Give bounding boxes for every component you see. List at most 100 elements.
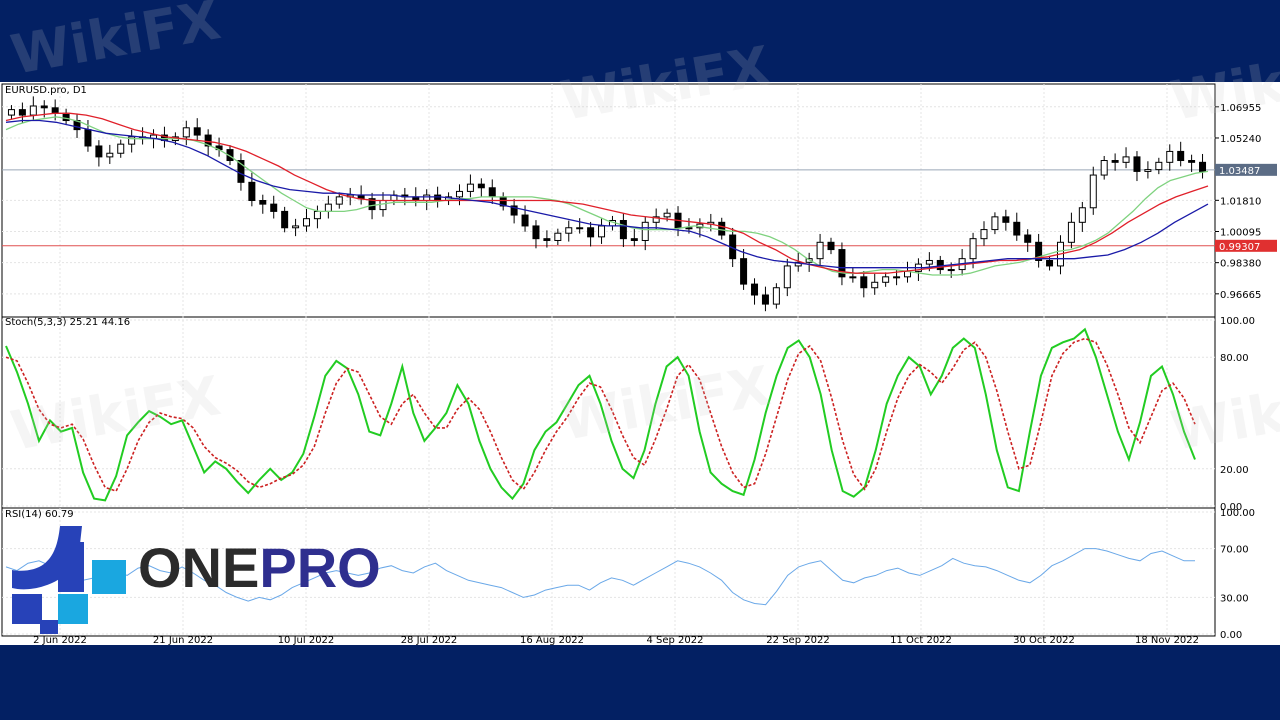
candle xyxy=(565,227,573,234)
candle xyxy=(1188,160,1196,163)
y-tick-label: 0.96665 xyxy=(1220,290,1261,301)
y-tick-label: 100.00 xyxy=(1220,316,1255,327)
y-tick-label: 80.00 xyxy=(1220,353,1249,364)
candle xyxy=(685,227,693,230)
current-price-label: 1.03487 xyxy=(1219,166,1260,177)
x-tick-label: 21 Jun 2022 xyxy=(153,635,213,645)
candle xyxy=(313,210,321,220)
candle xyxy=(816,241,824,260)
stoch-main-line xyxy=(5,327,1196,502)
candle xyxy=(543,238,551,241)
candle xyxy=(1155,161,1163,171)
candle xyxy=(980,229,988,240)
candle xyxy=(29,105,37,116)
candle xyxy=(193,127,201,136)
current-price-box xyxy=(1215,163,1277,176)
candle xyxy=(751,283,759,296)
candle xyxy=(794,261,802,267)
candle xyxy=(969,238,977,260)
candle xyxy=(893,276,901,279)
candle xyxy=(7,109,15,116)
rsi-pane-frame xyxy=(1,507,1216,637)
level-price-box xyxy=(1215,239,1277,252)
candle xyxy=(1067,221,1075,243)
candle xyxy=(1002,216,1010,223)
x-tick-label: 16 Aug 2022 xyxy=(520,635,584,645)
candle xyxy=(587,227,595,238)
candle xyxy=(827,241,835,251)
stoch-signal-line xyxy=(5,337,1196,493)
ma-mid-line xyxy=(5,112,1209,274)
candle xyxy=(40,105,48,109)
ma-fast-line xyxy=(5,116,1209,276)
y-tick-label: 1.06955 xyxy=(1220,103,1261,114)
candle xyxy=(248,181,256,201)
candle xyxy=(259,200,267,205)
candle xyxy=(1166,150,1174,163)
y-tick-label: 0.00 xyxy=(1220,630,1242,641)
x-tick-label: 30 Oct 2022 xyxy=(1013,635,1075,645)
x-tick-label: 18 Nov 2022 xyxy=(1135,635,1199,645)
candle xyxy=(1133,156,1141,172)
candle xyxy=(379,200,387,211)
main-pane-frame xyxy=(1,83,1216,318)
candle xyxy=(434,194,442,202)
y-tick-label: 30.00 xyxy=(1220,593,1249,604)
x-tick-label: 2 Jun 2022 xyxy=(33,635,87,645)
x-tick-label: 10 Jul 2022 xyxy=(278,635,335,645)
candle xyxy=(1046,259,1054,267)
candle xyxy=(510,205,518,216)
candle xyxy=(84,129,92,147)
candle xyxy=(532,225,540,240)
candle xyxy=(106,152,114,158)
candle xyxy=(1177,150,1185,162)
candle xyxy=(630,238,638,241)
stoch-plot xyxy=(5,327,1196,502)
candle xyxy=(466,183,474,192)
candle xyxy=(303,218,310,227)
candle xyxy=(455,190,463,198)
candle xyxy=(598,225,606,238)
ma-slow-line xyxy=(5,119,1209,269)
candle xyxy=(860,276,868,289)
candle xyxy=(663,212,671,218)
candle xyxy=(641,221,649,241)
candle xyxy=(423,194,431,202)
candle xyxy=(871,281,879,289)
candle xyxy=(1089,174,1097,209)
y-tick-label: 0.00 xyxy=(1220,502,1242,513)
candle xyxy=(838,249,846,278)
x-tick-label: 22 Sep 2022 xyxy=(766,635,829,645)
candle xyxy=(488,187,496,198)
candle xyxy=(324,203,332,212)
watermark: WikiFX xyxy=(6,0,225,87)
candle xyxy=(740,258,748,285)
candle xyxy=(936,259,944,271)
candle xyxy=(117,143,125,154)
candle xyxy=(652,216,660,223)
candle xyxy=(368,198,376,211)
main-title: EURUSD.pro, D1 xyxy=(5,85,87,96)
y-tick-label: 70.00 xyxy=(1220,545,1249,556)
candle xyxy=(128,136,136,145)
candle xyxy=(62,112,70,122)
candle xyxy=(51,107,59,114)
logo-pro: PRO xyxy=(259,536,381,599)
candle xyxy=(1111,160,1119,163)
candle xyxy=(991,216,999,231)
onepro-logo-text: ONEPRO xyxy=(138,540,381,596)
candle xyxy=(849,276,857,279)
stoch-title: Stoch(5,3,3) 25.21 44.16 xyxy=(5,317,130,328)
candle xyxy=(619,219,627,240)
candle xyxy=(335,196,343,205)
y-tick-label: 1.01810 xyxy=(1220,196,1261,207)
candle xyxy=(718,221,726,236)
candle xyxy=(270,203,278,212)
candle xyxy=(772,287,780,305)
candle xyxy=(204,134,212,147)
candle xyxy=(477,183,485,189)
candle xyxy=(1122,156,1130,163)
candle xyxy=(925,259,933,265)
y-tick-label: 20.00 xyxy=(1220,465,1249,476)
chart-svg: 0.99307 1.03487 2 Jun 2022 21 Jun 2022 10 J… xyxy=(1,83,1277,645)
